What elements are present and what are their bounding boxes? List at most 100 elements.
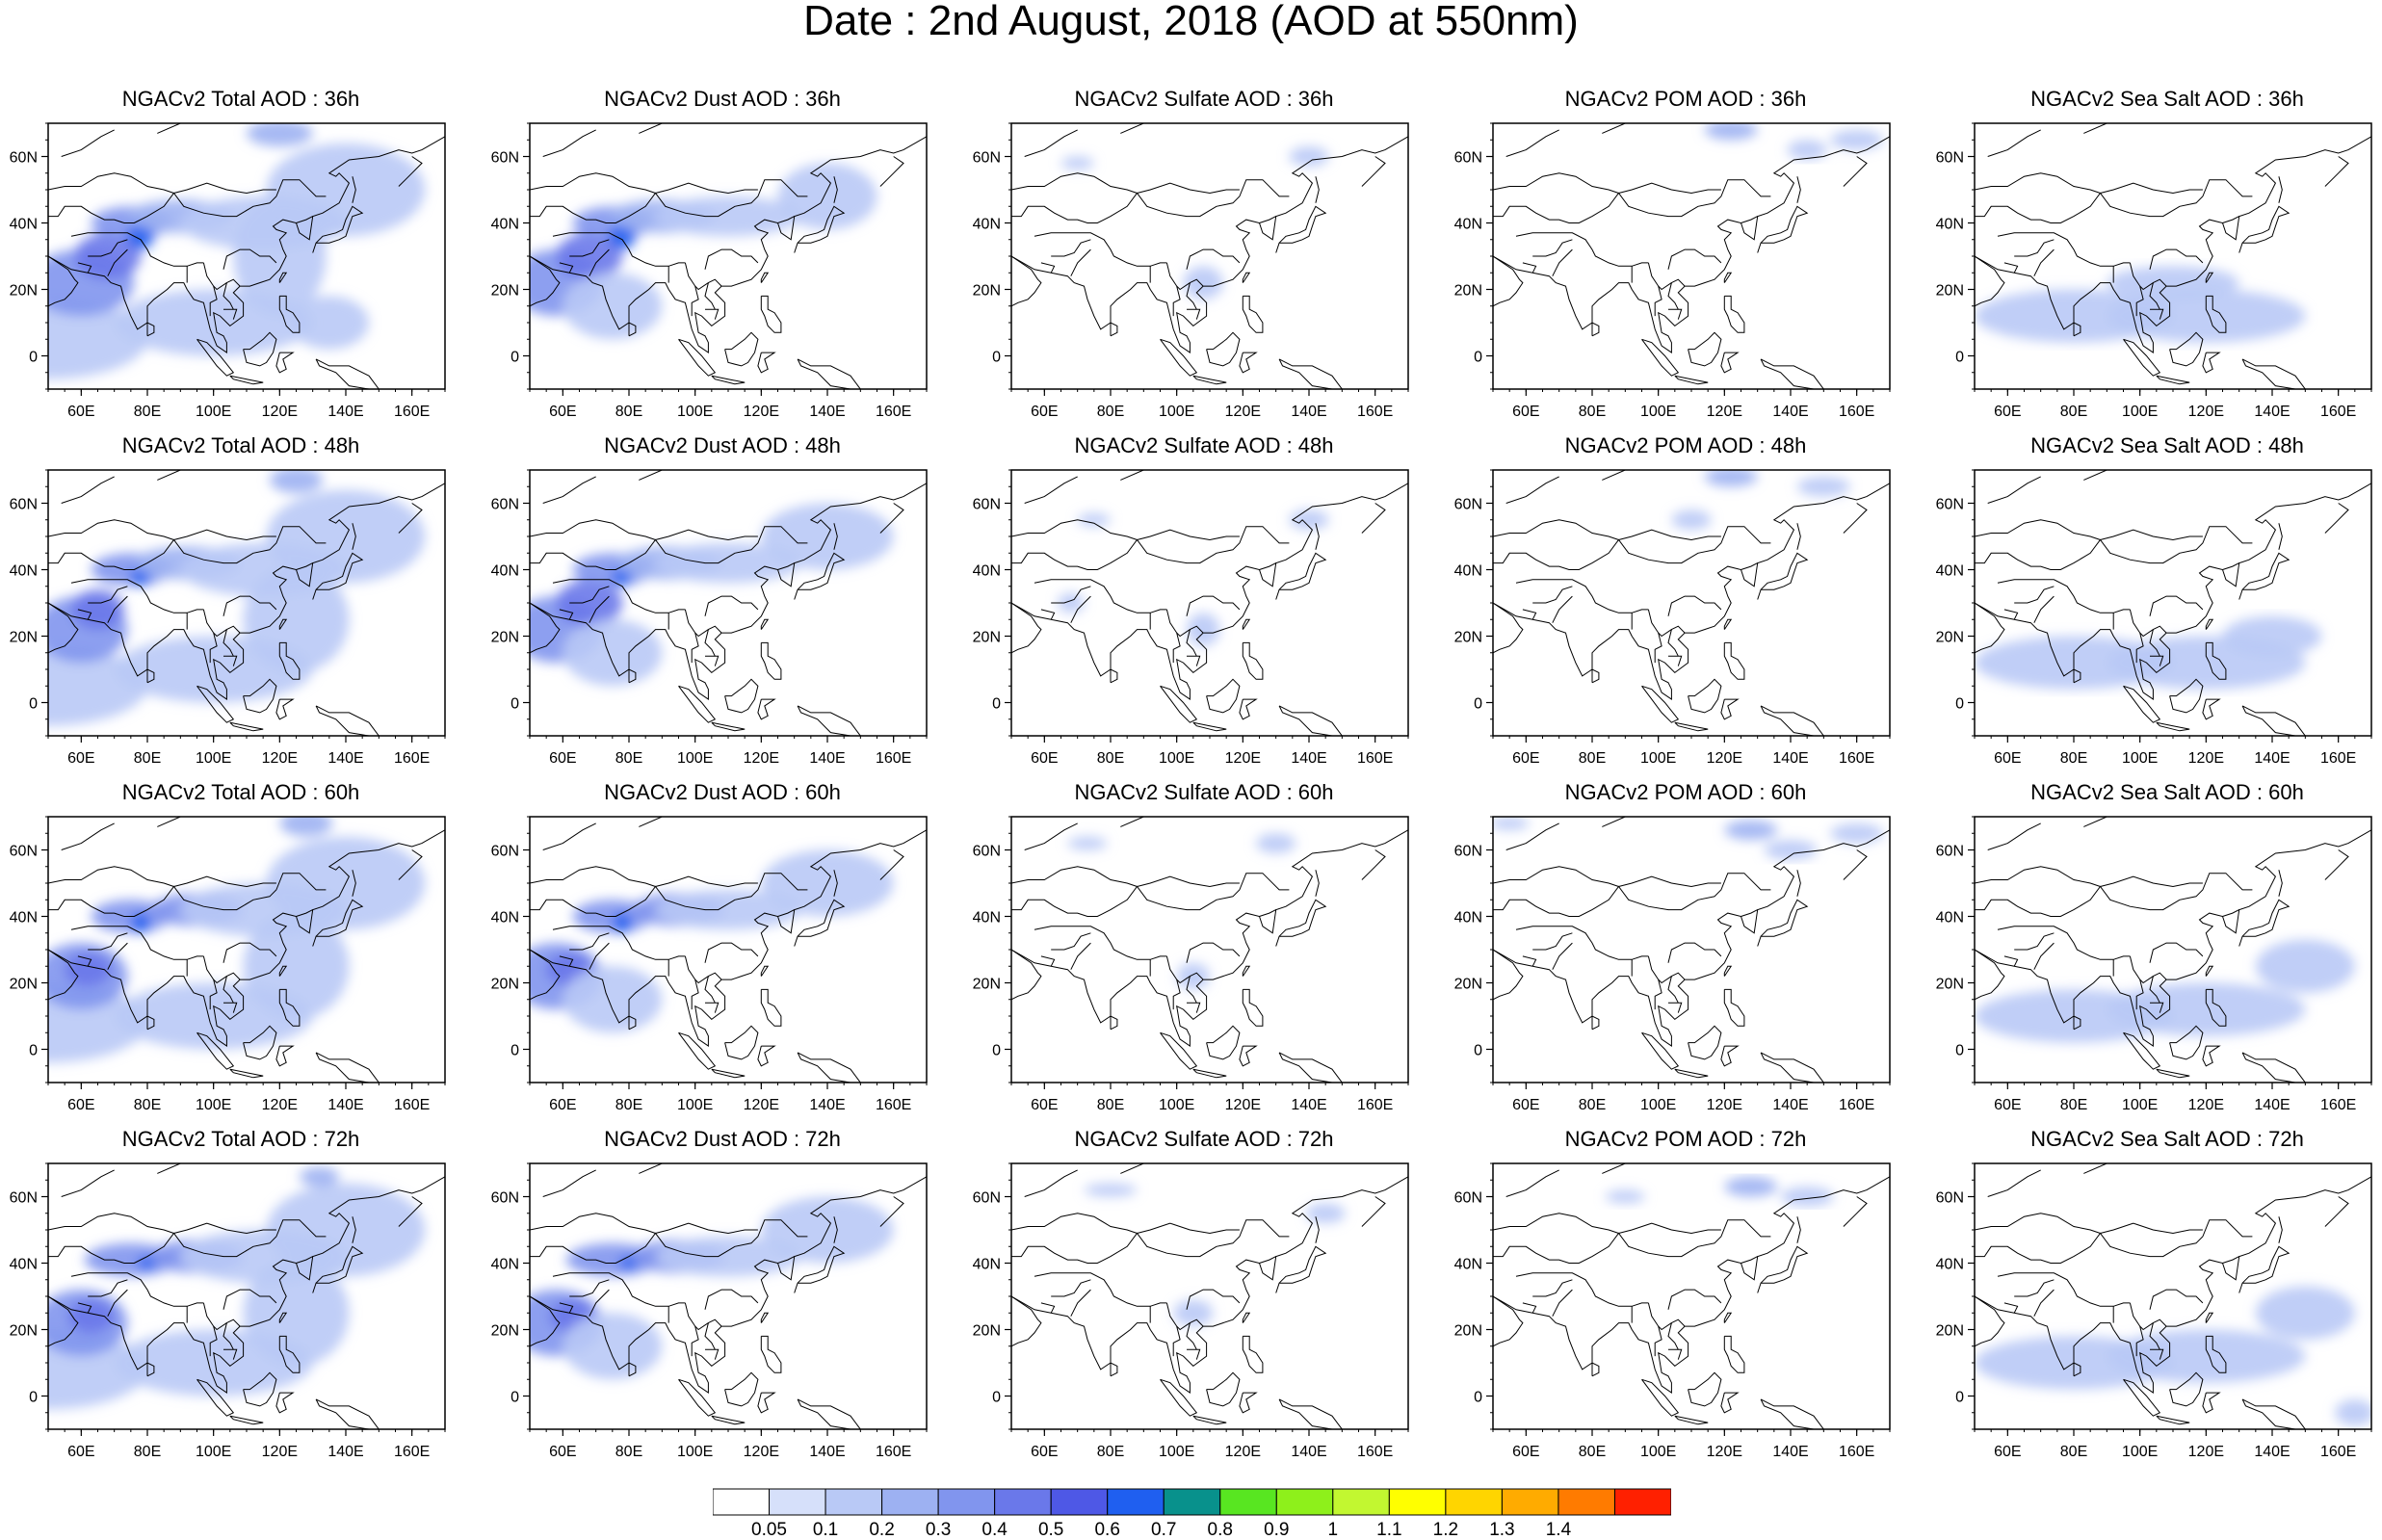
coastline bbox=[1760, 705, 1824, 736]
aod-plume bbox=[609, 222, 636, 250]
lon-label: 140E bbox=[327, 750, 363, 767]
lon-label: 60E bbox=[549, 750, 576, 767]
lon-label: 80E bbox=[1097, 1097, 1124, 1113]
panel-title: NGACv2 Dust AOD : 72h bbox=[604, 1127, 841, 1151]
lon-label: 100E bbox=[2122, 1097, 2158, 1113]
lon-label: 120E bbox=[1707, 1444, 1742, 1460]
lat-label: 60N bbox=[491, 150, 519, 167]
coastline bbox=[278, 988, 301, 1027]
aod-shading bbox=[1060, 146, 1329, 300]
coastline bbox=[88, 239, 128, 257]
coastline bbox=[2033, 248, 2055, 276]
aod-plume bbox=[1780, 1187, 1834, 1207]
coastline bbox=[1160, 1031, 1198, 1070]
coastline bbox=[1591, 1362, 1600, 1377]
coastline bbox=[1172, 1325, 1181, 1357]
coastline bbox=[2014, 586, 2055, 604]
coastline bbox=[398, 503, 423, 534]
coastline bbox=[628, 322, 637, 337]
aod-plume bbox=[289, 296, 370, 350]
coastline bbox=[1186, 248, 1241, 270]
coastline bbox=[1275, 899, 1327, 947]
coastline bbox=[296, 1256, 313, 1264]
coastline bbox=[1187, 1002, 1201, 1013]
lon-label: 80E bbox=[2060, 1097, 2087, 1113]
coastline bbox=[2278, 176, 2283, 203]
coastline bbox=[2149, 1289, 2204, 1310]
coastline bbox=[760, 1335, 782, 1373]
coastline bbox=[1160, 338, 1198, 377]
colorbar-label: 0.3 bbox=[925, 1520, 952, 1540]
coastline bbox=[2169, 1371, 2204, 1407]
coastline bbox=[1011, 483, 1408, 701]
coastline bbox=[1975, 829, 2371, 1048]
coastline bbox=[552, 926, 686, 960]
coastline bbox=[1493, 526, 1771, 570]
coastline bbox=[1674, 1068, 1709, 1079]
aod-plume bbox=[1671, 509, 1712, 531]
coastline bbox=[639, 1163, 695, 1174]
coastline bbox=[1120, 470, 1177, 481]
lat-label: 40N bbox=[1936, 910, 1964, 927]
lon-label: 100E bbox=[196, 1444, 231, 1460]
colorbar-label: 0.05 bbox=[751, 1520, 788, 1540]
coastline bbox=[107, 1289, 128, 1317]
aod-map: 60E 80E 100E 120E 140E 160E 60N 40N 20N 0 bbox=[1936, 122, 2372, 420]
coastline bbox=[1242, 1312, 1251, 1323]
panel-title: NGACv2 Sulfate AOD : 60h bbox=[1074, 780, 1334, 804]
aod-plume bbox=[114, 982, 313, 1050]
aod-plume bbox=[563, 1313, 663, 1380]
colorbar-swatch bbox=[713, 1488, 771, 1516]
aod-shading bbox=[530, 849, 894, 1033]
lon-label: 80E bbox=[615, 404, 642, 420]
lat-label: 40N bbox=[973, 910, 1001, 927]
panel-title: NGACv2 Total AOD : 72h bbox=[121, 1127, 360, 1151]
coastline bbox=[2205, 965, 2214, 977]
coastline bbox=[879, 503, 904, 534]
coastline bbox=[1239, 1045, 1258, 1067]
lon-label: 60E bbox=[549, 1444, 576, 1460]
coastline bbox=[1275, 1245, 1327, 1293]
coastline bbox=[705, 655, 720, 666]
coastline bbox=[2073, 322, 2081, 337]
lon-label: 60E bbox=[1512, 1097, 1539, 1113]
coastline bbox=[1515, 1272, 1649, 1307]
aod-plume bbox=[556, 232, 623, 280]
lat-label: 0 bbox=[510, 350, 519, 366]
coastline bbox=[77, 955, 92, 967]
lat-label: 0 bbox=[1955, 696, 1964, 713]
coastline bbox=[2222, 1256, 2239, 1264]
lat-label: 40N bbox=[1936, 1257, 1964, 1273]
coastline bbox=[530, 1295, 561, 1347]
coastline bbox=[1493, 873, 1771, 917]
coastline bbox=[760, 295, 782, 333]
aod-plume bbox=[114, 636, 313, 703]
lon-label: 100E bbox=[677, 404, 713, 420]
coastline bbox=[1137, 529, 1240, 541]
coastline bbox=[1160, 685, 1198, 723]
coastline bbox=[1315, 870, 1320, 897]
coastline bbox=[1997, 232, 2131, 267]
lat-label: 20N bbox=[10, 283, 38, 300]
lon-label: 140E bbox=[2254, 1097, 2290, 1113]
coastline bbox=[1667, 629, 1679, 657]
coastline bbox=[1493, 1176, 1890, 1395]
lon-label: 140E bbox=[327, 1444, 363, 1460]
coastline bbox=[1110, 322, 1118, 337]
coastline bbox=[398, 1196, 423, 1227]
lon-label: 60E bbox=[1512, 404, 1539, 420]
coastline bbox=[589, 595, 610, 623]
coastline bbox=[1654, 285, 1662, 317]
lon-label: 120E bbox=[262, 1097, 298, 1113]
coastline bbox=[1011, 866, 1138, 887]
coastline bbox=[1024, 476, 1078, 504]
lon-label: 100E bbox=[677, 1444, 713, 1460]
lon-label: 140E bbox=[1291, 1097, 1326, 1113]
aod-plume bbox=[1176, 962, 1210, 990]
aod-plume bbox=[1058, 592, 1085, 613]
coastline bbox=[704, 942, 759, 963]
coastline bbox=[760, 988, 782, 1027]
coastline bbox=[275, 698, 295, 720]
aod-plume bbox=[655, 196, 801, 237]
coastline bbox=[70, 926, 204, 960]
